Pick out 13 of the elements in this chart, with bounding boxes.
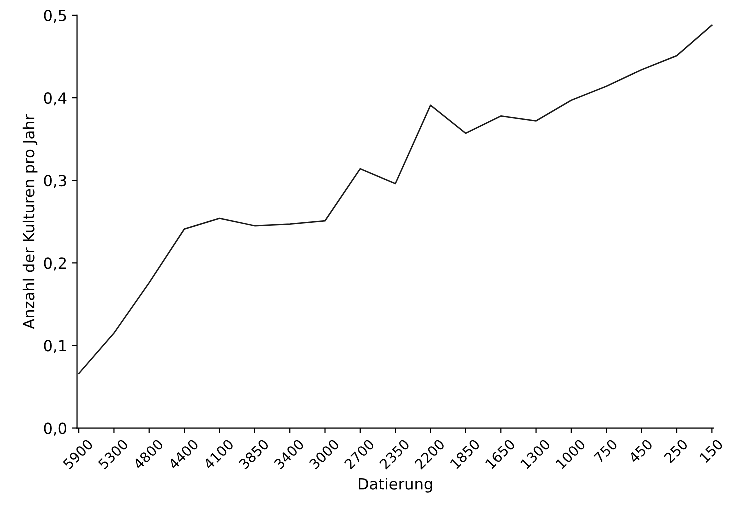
y-tick-label: 0,3: [44, 175, 66, 188]
line-series: [78, 24, 713, 374]
x-tick-label: 750: [593, 438, 618, 464]
y-axis-title: Anzahl der Kulturen pro Jahr: [22, 114, 38, 330]
x-tick-label: 450: [628, 438, 654, 464]
y-tick-label: 0,5: [44, 10, 66, 24]
x-tick-label: 150: [699, 438, 724, 464]
y-tick-label: 0,0: [44, 422, 67, 436]
x-tick-label: 250: [664, 438, 689, 464]
y-tick-label: 0,2: [44, 258, 66, 271]
y-tick-label: 0,1: [44, 340, 66, 354]
y-tick-label: 0,4: [44, 92, 67, 106]
x-axis-title: Datierung: [359, 478, 432, 493]
